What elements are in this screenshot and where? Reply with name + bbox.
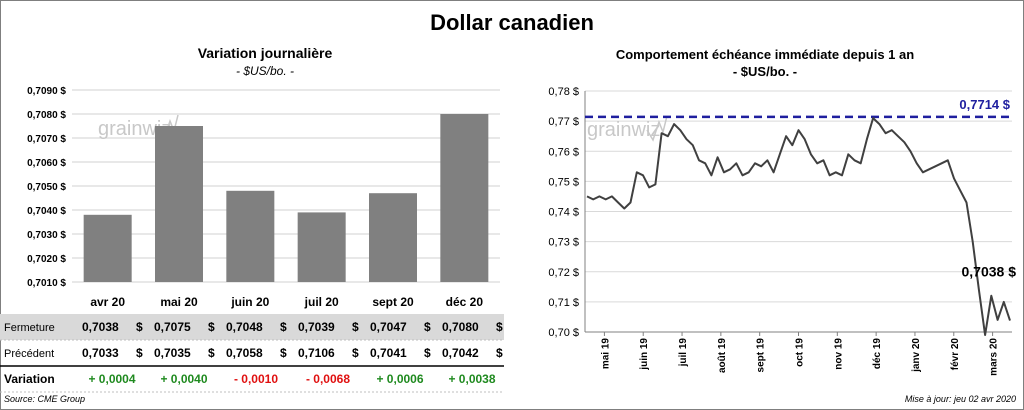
- y-tick-label: 0,7050 $: [27, 182, 66, 193]
- cell-value: 0,7041: [370, 346, 407, 360]
- high-value-label: 0,7714 $: [959, 97, 1010, 112]
- cell-value: 0,7106: [298, 346, 335, 360]
- table-row-highlight: [0, 314, 504, 340]
- source-note: Source: CME Group: [4, 394, 86, 404]
- cell-value: 0,7039: [298, 320, 335, 334]
- cell-currency: $: [208, 346, 215, 360]
- cell-currency: $: [208, 320, 215, 334]
- x-tick-label: août 19: [717, 338, 728, 373]
- bar-sept-20: [369, 193, 417, 282]
- cell-variation: + 0,0038: [448, 372, 495, 386]
- main-title: Dollar canadien: [430, 10, 594, 35]
- cell-value: 0,7042: [442, 346, 479, 360]
- x-tick-label: juil 20: [304, 295, 339, 309]
- cell-currency: $: [424, 320, 431, 334]
- cell-value: 0,7033: [82, 346, 119, 360]
- cell-variation: + 0,0040: [160, 372, 207, 386]
- y-tick-label: 0,72 $: [548, 267, 579, 279]
- cell-value: 0,7035: [154, 346, 191, 360]
- left-chart-title: Variation journalière: [197, 45, 333, 61]
- y-tick-label: 0,7020 $: [27, 254, 66, 265]
- x-tick-label: avr 20: [90, 295, 125, 309]
- x-tick-label: nov 19: [833, 338, 844, 370]
- cell-currency: $: [424, 346, 431, 360]
- cell-value: 0,7075: [154, 320, 191, 334]
- cell-currency: $: [136, 346, 143, 360]
- x-tick-label: mai 20: [160, 295, 198, 309]
- last-value-label: 0,7038 $: [962, 264, 1017, 280]
- bar-avr-20: [83, 214, 132, 282]
- y-tick-label: 0,73 $: [548, 237, 579, 249]
- price-series-line: [586, 117, 1011, 336]
- watermark-text: grainwiz: [587, 119, 660, 141]
- one-year-line-chart: 0,70 $ 0,71 $ 0,72 $ 0,73 $ 0,74 $ 0,75 $ 0,76…: [548, 86, 1017, 376]
- watermark-text: grainwiz: [98, 118, 171, 140]
- bar-juin-20: [226, 190, 275, 282]
- x-tick-label: déc 19: [872, 338, 883, 370]
- cell-value: 0,7047: [370, 320, 407, 334]
- bar-déc-20: [440, 114, 489, 282]
- x-tick-label: juil 19: [678, 338, 689, 368]
- x-tick-label: oct 19: [795, 338, 806, 367]
- y-tick-label: 0,77 $: [548, 116, 579, 128]
- y-tick-label: 0,70 $: [548, 327, 579, 339]
- y-tick-label: 0,7070 $: [27, 134, 66, 145]
- cell-value: 0,7080: [442, 320, 479, 334]
- left-chart-unit: - $US/bo. -: [235, 64, 295, 78]
- cell-currency: $: [280, 320, 287, 334]
- cell-currency: $: [352, 320, 359, 334]
- y-tick-label: 0,74 $: [548, 207, 579, 219]
- cell-currency: $: [352, 346, 359, 360]
- x-tick-label: mai 19: [600, 338, 611, 370]
- y-tick-label: 0,76 $: [548, 146, 579, 158]
- x-tick-label: sept 20: [372, 295, 414, 309]
- y-tick-label: 0,7080 $: [27, 110, 66, 121]
- x-tick-label: déc 20: [446, 295, 484, 309]
- y-tick-label: 0,7040 $: [27, 206, 66, 217]
- y-tick-label: 0,75 $: [548, 176, 579, 188]
- cell-variation: + 0,0004: [88, 372, 135, 386]
- x-tick-label: mars 20: [989, 338, 1000, 376]
- cell-variation: - 0,0010: [234, 372, 278, 386]
- y-tick-label: 0,7010 $: [27, 278, 66, 289]
- x-tick-label: sept 19: [756, 338, 767, 373]
- y-tick-label: 0,7030 $: [27, 230, 66, 241]
- cell-currency: $: [496, 320, 503, 334]
- cell-value: 0,7058: [226, 346, 263, 360]
- x-tick-label: févr 20: [950, 338, 961, 371]
- bar-juil-20: [297, 212, 346, 282]
- row-label: Précédent: [4, 348, 54, 360]
- cell-currency: $: [280, 346, 287, 360]
- cell-currency: $: [136, 320, 143, 334]
- row-label: Variation: [4, 372, 55, 386]
- x-tick-label: juin 19: [639, 338, 650, 371]
- x-tick-label: juin 20: [230, 295, 269, 309]
- row-label: Fermeture: [4, 322, 55, 334]
- y-tick-label: 0,7060 $: [27, 158, 66, 169]
- update-note: Mise à jour: jeu 02 avr 2020: [904, 394, 1016, 404]
- right-chart-unit: - $US/bo. -: [732, 64, 798, 79]
- price-table: Fermeture 0,7038 $0,7075 $0,7048 $0,7039 $0,7…: [0, 314, 504, 393]
- cell-value: 0,7038: [82, 320, 119, 334]
- cell-currency: $: [496, 346, 503, 360]
- y-tick-label: 0,71 $: [548, 297, 579, 309]
- cell-value: 0,7048: [226, 320, 263, 334]
- bar-mai-20: [155, 126, 203, 282]
- x-tick-label: janv 20: [911, 338, 922, 373]
- watermark-logo: grainwiz: [587, 115, 668, 142]
- y-tick-label: 0,7090 $: [27, 86, 66, 97]
- y-tick-label: 0,78 $: [548, 86, 579, 98]
- daily-variation-bar-chart: 0,7010 $ 0,7020 $ 0,7030 $ 0,7040 $ 0,7050 $…: [27, 86, 500, 309]
- right-chart-title: Comportement échéance immédiate depuis 1…: [615, 47, 915, 62]
- watermark-mark: [646, 115, 668, 142]
- cell-variation: - 0,0068: [306, 372, 350, 386]
- cell-variation: + 0,0006: [376, 372, 423, 386]
